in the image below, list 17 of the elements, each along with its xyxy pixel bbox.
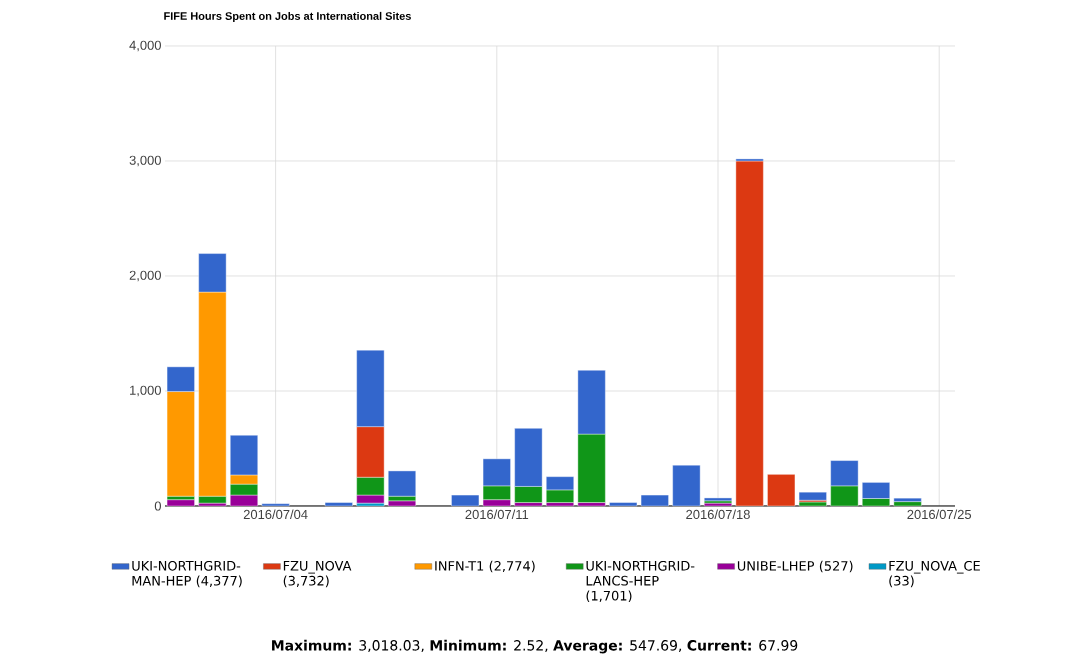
legend-label: FZU_NOVA_CE (33) bbox=[889, 560, 980, 588]
x-tick-label: 2016/07/18 bbox=[686, 509, 750, 520]
legend-label: INFN-T1 (2,774) bbox=[435, 560, 535, 573]
y-tick-label: 0 bbox=[154, 501, 161, 511]
y-tick-label: 4,000 bbox=[129, 40, 161, 52]
legend-label: FZU_NOVA (3,732) bbox=[283, 560, 352, 588]
chart-title: FIFE Hours Spent on Jobs at International Sites bbox=[164, 11, 411, 23]
x-tick-label: 2016/07/25 bbox=[907, 509, 972, 520]
y-tick-label: 3,000 bbox=[129, 155, 161, 167]
text: Maximum: 3,018.03, Minimum: 2.52, Average: 547.69, Current: 67.99 bbox=[272, 639, 798, 654]
legend-label: UKI-NORTHGRID-LANCS-HEP (1,701) bbox=[586, 560, 695, 603]
y-tick-label: 1,000 bbox=[130, 385, 161, 397]
legend-label: UKI-NORTHGRID-MAN-HEP (4,377) bbox=[132, 560, 242, 588]
y-tick-label: 2,000 bbox=[129, 270, 161, 282]
legend-label: UNIBE-LHEP (527) bbox=[737, 560, 853, 573]
x-tick-label: 2016/07/04 bbox=[243, 509, 308, 520]
x-tick-label: 2016/07/11 bbox=[465, 509, 529, 520]
